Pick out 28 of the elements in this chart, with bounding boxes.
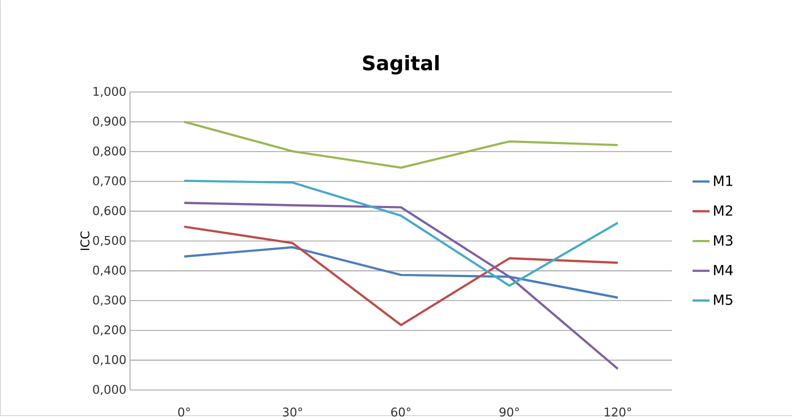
x-tick-label: 90° [500, 408, 519, 417]
y-tick-label: 0,800 [93, 146, 126, 157]
line-series [183, 226, 619, 326]
legend-label: M5 [714, 294, 732, 306]
x-tick-label: 0° [178, 408, 190, 417]
legend-label: M2 [714, 205, 732, 216]
line-series [183, 202, 619, 370]
y-tick-label: 1,000 [94, 86, 126, 98]
y-tick-label: 0,100 [93, 355, 126, 366]
legend-label: M3 [714, 235, 732, 246]
y-tick-label: 0,300 [93, 296, 126, 306]
y-tick-label: 0,000 [93, 384, 126, 396]
y-tick-label: 0,400 [93, 266, 126, 276]
y-tick-label: 0,500 [93, 236, 126, 246]
x-tick-label: 30° [282, 408, 302, 417]
chart-title: Sagital [363, 55, 439, 75]
legend-label: M1 [714, 176, 732, 186]
x-tick-label: 60° [391, 408, 410, 417]
line-series [183, 180, 619, 287]
y-tick-label: 0,600 [93, 206, 126, 216]
line-series [183, 246, 619, 299]
y-tick-label: 0,200 [93, 325, 126, 336]
line-series [183, 120, 619, 169]
y-tick-label: 0,900 [93, 116, 126, 127]
y-tick-label: 0,700 [93, 176, 126, 187]
legend-label: M4 [714, 265, 733, 276]
y-axis-title: ICC [80, 232, 90, 250]
x-tick-label: 120° [604, 408, 632, 417]
